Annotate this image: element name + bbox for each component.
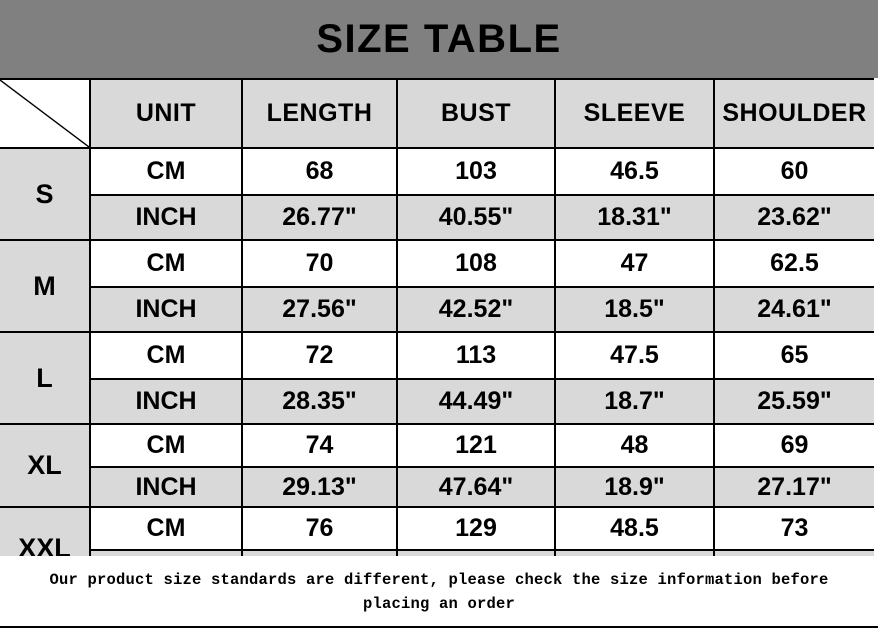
value-shoulder-cm: 73 [713,506,874,551]
column-header-shoulder: SHOULDER [713,78,874,149]
value-length-inch: 29.13" [241,466,398,508]
value-length-inch: 26.77" [241,194,398,241]
value-bust-inch: 47.64" [396,466,556,508]
table-row: XL CM 74 121 48 69 [0,423,874,508]
unit-cell-cm: CM [89,239,243,288]
footer-note: Our product size standards are different… [0,556,878,628]
value-length-cm: 74 [241,423,398,468]
value-sleeve-cm: 48 [554,423,715,468]
unit-cell-inch: INCH [90,286,243,333]
table-row: INCH 28.35" 44.49" 18.7" 25.59" [0,378,874,425]
unit-cell-cm: CM [89,147,243,196]
value-sleeve-inch: 18.9" [554,466,715,508]
table-row: S CM 68 103 46.5 60 [0,147,874,241]
unit-cell-inch: INCH [90,466,243,508]
value-sleeve-inch: 18.5" [554,286,715,333]
value-bust-inch: 40.55" [396,194,556,241]
table-row: INCH 29.13" 47.64" 18.9" 27.17" [0,466,874,508]
value-shoulder-inch: 23.62" [713,194,874,241]
column-header-sleeve: SLEEVE [554,78,715,149]
unit-cell-cm: CM [89,506,243,551]
value-sleeve-cm: 47 [554,239,715,288]
unit-cell-cm: CM [89,331,243,380]
value-length-cm: 70 [241,239,398,288]
value-shoulder-cm: 65 [713,331,874,380]
value-sleeve-inch: 18.7" [554,378,715,425]
size-label-s: S [0,147,91,241]
value-length-inch: 28.35" [241,378,398,425]
value-shoulder-cm: 62.5 [713,239,874,288]
value-sleeve-inch: 18.31" [554,194,715,241]
value-sleeve-cm: 48.5 [554,506,715,551]
value-bust-cm: 129 [396,506,556,551]
table-row: L CM 72 113 47.5 65 [0,331,874,425]
value-length-cm: 68 [241,147,398,196]
table-header-row: UNIT LENGTH BUST SLEEVE SHOULDER [0,78,874,149]
column-header-length: LENGTH [241,78,398,149]
table-row: XXL CM 76 129 48.5 73 [0,506,874,591]
diagonal-divider-icon [0,81,88,146]
column-header-bust: BUST [396,78,556,149]
value-shoulder-inch: 25.59" [713,378,874,425]
value-bust-cm: 113 [396,331,556,380]
value-shoulder-cm: 60 [713,147,874,196]
unit-cell-cm: CM [89,423,243,468]
footer-note-text: Our product size standards are different… [49,571,829,614]
value-bust-cm: 108 [396,239,556,288]
unit-cell-inch: INCH [90,378,243,425]
value-sleeve-cm: 47.5 [554,331,715,380]
size-table: UNIT LENGTH BUST SLEEVE SHOULDER S CM 68… [0,78,874,591]
size-table-body: UNIT LENGTH BUST SLEEVE SHOULDER S CM 68… [0,78,874,591]
value-shoulder-inch: 27.17" [713,466,874,508]
value-length-inch: 27.56" [241,286,398,333]
size-label-m: M [0,239,91,333]
value-sleeve-cm: 46.5 [554,147,715,196]
corner-cell-diagonal [0,78,91,149]
value-bust-inch: 44.49" [396,378,556,425]
page-title: SIZE TABLE [316,17,562,61]
value-bust-inch: 42.52" [396,286,556,333]
title-banner: SIZE TABLE [0,0,878,78]
table-row: INCH 26.77" 40.55" 18.31" 23.62" [0,194,874,241]
column-header-unit: UNIT [89,78,243,149]
value-shoulder-inch: 24.61" [713,286,874,333]
value-bust-cm: 103 [396,147,556,196]
value-bust-cm: 121 [396,423,556,468]
value-length-cm: 72 [241,331,398,380]
size-table-container: UNIT LENGTH BUST SLEEVE SHOULDER S CM 68… [0,78,874,591]
size-label-xxl: XXL [0,506,91,591]
table-row: INCH 27.56" 42.52" 18.5" 24.61" [0,286,874,333]
size-label-xl: XL [0,423,91,508]
value-length-cm: 76 [241,506,398,551]
value-shoulder-cm: 69 [713,423,874,468]
table-row: M CM 70 108 47 62.5 [0,239,874,333]
unit-cell-inch: INCH [90,194,243,241]
size-label-l: L [0,331,91,425]
